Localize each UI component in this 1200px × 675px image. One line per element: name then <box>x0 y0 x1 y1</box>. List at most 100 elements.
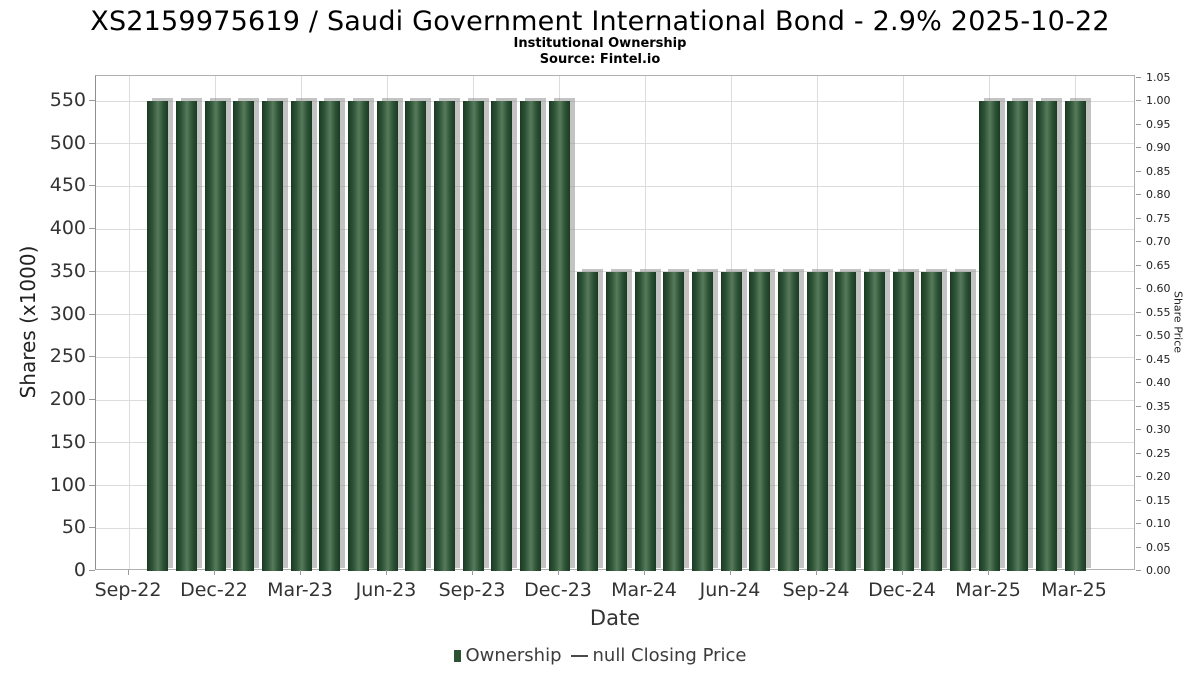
bar <box>634 271 656 571</box>
gridline-h <box>96 185 1134 187</box>
legend-label-ownership: Ownership <box>465 645 562 666</box>
y-tick-mark-left <box>89 185 95 187</box>
x-tick-mark <box>1074 570 1075 575</box>
y-tick-mark-right <box>1136 147 1141 148</box>
y-tick-mark-left <box>89 228 95 230</box>
y-tick-label-right: 0.65 <box>1146 258 1171 272</box>
y-tick-label-right: 0.25 <box>1146 446 1171 460</box>
y-tick-mark-left <box>89 142 95 144</box>
bar <box>233 101 255 571</box>
x-tick-mark <box>730 570 731 575</box>
x-tick-label: Mar-23 <box>267 579 333 601</box>
bar <box>491 101 513 571</box>
x-tick-label: Dec-24 <box>868 579 936 601</box>
bar <box>462 101 484 571</box>
y-tick-label-right: 1.05 <box>1146 70 1171 84</box>
bar <box>376 101 398 571</box>
x-axis-title: Date <box>589 606 641 630</box>
y-tick-mark-left <box>89 356 95 358</box>
y-tick-mark-right <box>1136 76 1141 78</box>
x-tick-mark <box>644 570 645 575</box>
y-tick-label-right: 0.50 <box>1146 329 1171 342</box>
y-tick-mark-right <box>1136 499 1141 501</box>
y-tick-label-left: 0 <box>73 559 86 581</box>
bar <box>290 101 312 571</box>
y-tick-mark-right <box>1136 452 1141 454</box>
bar <box>863 271 885 571</box>
y-tick-mark-right <box>1136 429 1141 430</box>
legend: Ownership null Closing Price <box>0 645 1200 666</box>
y-tick-mark-right <box>1136 100 1141 101</box>
bar <box>548 101 570 571</box>
x-tick-label: Jun-23 <box>355 579 417 601</box>
x-tick-mark <box>816 570 817 575</box>
gridline-h <box>96 100 1134 102</box>
y-tick-label-right: 0.20 <box>1146 470 1171 483</box>
y-tick-mark-right <box>1136 194 1141 195</box>
x-tick-mark <box>902 570 903 575</box>
bar <box>519 101 541 571</box>
y-tick-mark-left <box>89 270 95 272</box>
y-tick-mark-left <box>89 570 95 571</box>
legend-label-closing-price: null Closing Price <box>592 645 747 666</box>
y-tick-label-right: 0.75 <box>1146 211 1171 225</box>
bar <box>319 101 341 571</box>
bar <box>835 271 857 571</box>
y-axis-right-title: Share Price <box>1171 290 1185 354</box>
y-tick-label-right: 0.70 <box>1146 235 1171 248</box>
y-tick-mark-right <box>1136 382 1141 383</box>
gridline-h <box>96 228 1134 230</box>
legend-item-ownership: Ownership <box>453 645 562 666</box>
y-tick-label-right: 0.35 <box>1146 399 1171 413</box>
x-tick-label: Dec-23 <box>524 579 592 601</box>
y-tick-label-right: 0.90 <box>1146 141 1171 154</box>
y-tick-label-left: 100 <box>49 473 86 496</box>
x-tick-mark <box>558 570 559 575</box>
closing-price-line-icon <box>570 654 588 657</box>
y-tick-mark-right <box>1136 241 1141 242</box>
x-tick-label: Sep-23 <box>438 579 506 601</box>
y-tick-label-right: 0.95 <box>1146 117 1171 131</box>
x-tick-mark <box>128 570 129 575</box>
bar <box>777 271 799 571</box>
bar <box>749 271 771 571</box>
x-tick-mark <box>386 570 387 575</box>
x-tick-label: Mar-24 <box>611 579 677 601</box>
y-tick-mark-right <box>1136 123 1141 125</box>
x-tick-label: Sep-22 <box>94 579 162 601</box>
x-tick-mark <box>472 570 473 575</box>
bar <box>405 101 427 571</box>
y-tick-label-left: 400 <box>49 217 86 240</box>
y-tick-mark-left <box>89 441 95 443</box>
x-tick-label: Jun-24 <box>699 579 761 601</box>
y-tick-mark-right <box>1136 264 1141 266</box>
y-tick-mark-left <box>89 527 95 529</box>
x-tick-mark <box>214 570 215 575</box>
bar <box>921 271 943 571</box>
bar <box>1007 101 1029 571</box>
y-tick-label-right: 0.40 <box>1146 376 1171 389</box>
y-tick-label-right: 0.60 <box>1146 282 1171 295</box>
y-tick-mark-right <box>1136 570 1141 571</box>
y-tick-label-left: 350 <box>49 259 86 282</box>
y-tick-label-right: 0.80 <box>1146 188 1171 201</box>
bar <box>204 101 226 571</box>
bar <box>175 101 197 571</box>
y-tick-mark-right <box>1136 358 1141 360</box>
chart-subtitle: Institutional Ownership <box>513 36 687 51</box>
y-tick-label-right: 1.00 <box>1146 94 1171 107</box>
y-tick-label-right: 0.85 <box>1146 164 1171 178</box>
y-tick-label-left: 500 <box>49 131 86 154</box>
gridline-v <box>128 76 130 569</box>
y-tick-label-right: 0.10 <box>1146 517 1171 530</box>
y-tick-mark-right <box>1136 523 1141 524</box>
y-tick-mark-right <box>1136 335 1141 336</box>
bar <box>347 101 369 571</box>
y-tick-label-right: 0.30 <box>1146 423 1171 436</box>
y-tick-mark-right <box>1136 311 1141 313</box>
ownership-swatch-icon <box>453 649 461 662</box>
x-tick-mark <box>300 570 301 575</box>
y-tick-label-right: 0.05 <box>1146 540 1171 554</box>
y-tick-label-left: 550 <box>49 89 86 111</box>
